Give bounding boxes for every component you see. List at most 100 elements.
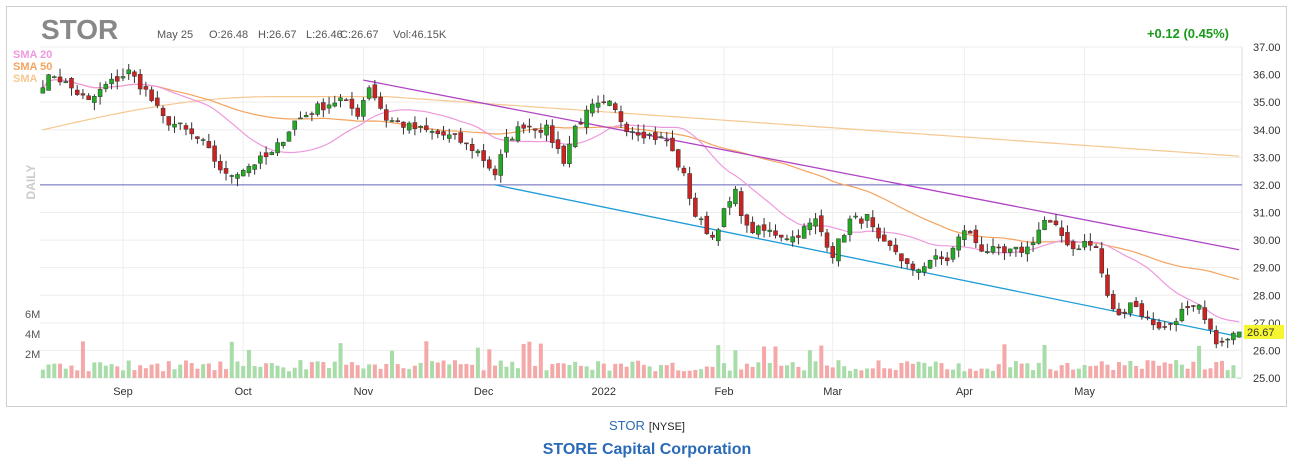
- candle-body: [281, 142, 286, 146]
- volume-bar: [264, 363, 269, 378]
- volume-bar: [950, 369, 955, 378]
- candle-body: [1231, 332, 1236, 341]
- candle-body: [864, 214, 870, 221]
- volume-bar: [1036, 362, 1041, 378]
- volume-bar: [1174, 360, 1179, 378]
- volume-bar: [1162, 362, 1167, 378]
- volume-bar: [538, 343, 543, 378]
- volume-bar: [183, 360, 188, 378]
- candle-body: [962, 230, 967, 240]
- volume-bar: [796, 366, 801, 378]
- volume-bar: [1048, 369, 1053, 378]
- candle-body: [882, 234, 887, 242]
- volume-bar: [1185, 368, 1190, 378]
- candle-body: [475, 150, 481, 154]
- candle-body: [944, 257, 950, 262]
- candle-body: [366, 87, 372, 99]
- candle-body: [74, 89, 80, 95]
- volume-bar: [1128, 361, 1133, 378]
- candle-body: [1179, 308, 1185, 322]
- candle-body: [115, 76, 120, 82]
- candle-body: [92, 95, 97, 103]
- volume-bar: [1082, 365, 1087, 378]
- volume-bar: [103, 365, 108, 378]
- volume-bar: [498, 360, 503, 378]
- ticker-symbol-link[interactable]: STOR: [609, 418, 645, 433]
- volume-bar: [212, 370, 217, 378]
- candle-body: [521, 124, 526, 129]
- candle-body: [1025, 246, 1030, 255]
- candle-body: [567, 143, 572, 165]
- volume-bar: [939, 363, 944, 378]
- volume-bar: [1116, 362, 1121, 378]
- legend-entry: SMA: [13, 73, 38, 85]
- volume-bar: [584, 366, 589, 378]
- volume-bar: [784, 365, 789, 378]
- price-tick-label: 31.00: [1253, 208, 1281, 220]
- candle-body: [1168, 323, 1173, 325]
- candle-body: [813, 218, 818, 227]
- volume-bar: [487, 349, 492, 378]
- candle-body: [1070, 241, 1076, 250]
- volume-bar: [327, 368, 332, 378]
- candle-body: [46, 74, 51, 91]
- volume-bar: [304, 369, 309, 378]
- candle-body: [590, 103, 595, 114]
- candle-body: [595, 102, 601, 108]
- volume-bar: [699, 369, 704, 378]
- candle-body: [57, 76, 63, 83]
- candle-body: [126, 69, 131, 75]
- volume-bar: [979, 368, 984, 378]
- volume-bar: [1139, 368, 1144, 378]
- volume-bar: [418, 362, 423, 378]
- volume-bar: [744, 363, 749, 378]
- candle-body: [498, 154, 504, 176]
- candle-body: [69, 78, 74, 89]
- last-price-label: 26.67: [1247, 327, 1275, 339]
- volume-bar: [670, 362, 675, 378]
- candle-body: [195, 136, 200, 139]
- candle-body: [200, 139, 206, 141]
- company-name-link[interactable]: STORE Capital Corporation: [542, 441, 752, 458]
- volume-bar: [80, 341, 85, 378]
- stock-chart[interactable]: 37.00 36.00 35.00 34.00 33.00 32.00 31.00 30.00…: [7, 7, 1288, 408]
- candle-body: [1139, 303, 1145, 317]
- volume-bar: [968, 368, 973, 378]
- volume-bar: [1094, 365, 1099, 378]
- candle-body: [1173, 321, 1179, 326]
- candle-body: [429, 130, 435, 133]
- volume-bar: [401, 368, 406, 378]
- candle-body: [286, 131, 292, 142]
- volume-bar: [286, 371, 291, 378]
- volume-bar: [298, 360, 303, 378]
- volume-bar: [779, 365, 784, 378]
- candle-body: [452, 133, 458, 135]
- volume-bar: [321, 362, 326, 378]
- candle-body: [1093, 246, 1099, 249]
- candle-body: [1156, 321, 1162, 329]
- candle-body: [1088, 241, 1093, 246]
- candle-body: [1208, 318, 1213, 330]
- candle-body: [721, 208, 727, 227]
- volume-bar: [830, 367, 835, 378]
- volume-bar: [447, 364, 452, 378]
- volume-bar: [224, 369, 229, 378]
- volume-bar: [601, 363, 606, 378]
- volume-bar: [292, 367, 297, 378]
- candle-body: [86, 95, 91, 100]
- candle-body: [1213, 330, 1219, 345]
- candle-body: [177, 122, 183, 125]
- candle-body: [1162, 326, 1167, 328]
- candle-body: [618, 111, 624, 123]
- candle-body: [956, 236, 961, 251]
- candle-body: [716, 229, 721, 242]
- candle-body: [292, 120, 297, 130]
- candle-body: [218, 161, 223, 171]
- date-tick-label: Sep: [113, 386, 133, 398]
- volume-bar: [189, 362, 194, 378]
- volume-bar: [859, 370, 864, 378]
- candle-body: [1133, 300, 1139, 308]
- volume-bar: [504, 366, 509, 378]
- candle-body: [653, 132, 658, 140]
- period-label: DAILY: [24, 165, 38, 200]
